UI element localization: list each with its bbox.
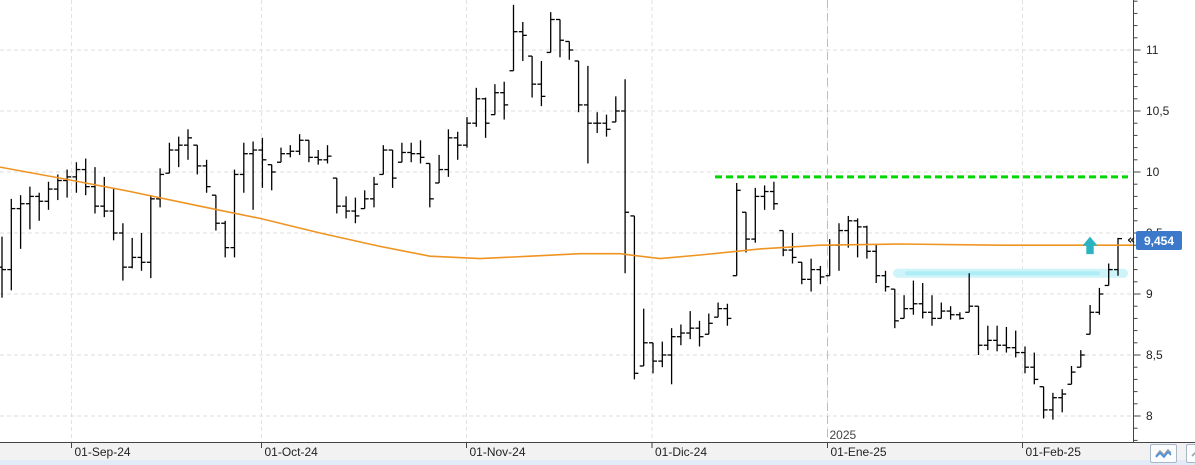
ma-line xyxy=(0,166,1133,260)
zigzag-lines-icon xyxy=(1155,448,1172,459)
svg-text:10,5: 10,5 xyxy=(1146,104,1170,118)
svg-text:01-Dic-24: 01-Dic-24 xyxy=(655,445,707,459)
last-price-tag: « 9,454 xyxy=(1127,231,1182,250)
x-axis: 01-Sep-24 01-Oct-24 01-Nov-24 01-Dic-24 01-E… xyxy=(0,442,1195,459)
svg-text:01-Ene-25: 01-Ene-25 xyxy=(831,445,887,459)
svg-text:8: 8 xyxy=(1146,409,1153,423)
year-label: 2025 xyxy=(830,428,857,442)
svg-text:2025: 2025 xyxy=(830,428,857,442)
svg-text:01-Feb-25: 01-Feb-25 xyxy=(1026,445,1082,459)
price-tag-arrow-icon: « xyxy=(1127,233,1136,248)
ohlc-bars xyxy=(0,4,1122,420)
svg-text:01-Nov-24: 01-Nov-24 xyxy=(470,445,526,459)
clipped-button-icon xyxy=(1191,451,1195,457)
x-axis-label-band xyxy=(0,443,1195,465)
svg-text:10: 10 xyxy=(1146,165,1160,179)
chart-style-button[interactable] xyxy=(1150,444,1177,463)
price-gridlines xyxy=(0,49,1133,417)
support-band xyxy=(893,268,1128,278)
bottom-ribbon xyxy=(0,460,1195,465)
svg-text:11: 11 xyxy=(1146,43,1159,57)
svg-text:01-Oct-24: 01-Oct-24 xyxy=(265,445,319,459)
price-tag-value: 9,454 xyxy=(1143,233,1175,248)
buy-signal-arrow-icon xyxy=(1082,236,1098,255)
clipped-toolbar-button[interactable] xyxy=(1186,444,1195,463)
svg-text:01-Sep-24: 01-Sep-24 xyxy=(75,445,131,459)
svg-text:9: 9 xyxy=(1146,287,1153,301)
month-gridlines xyxy=(71,0,1023,442)
svg-text:8,5: 8,5 xyxy=(1146,348,1163,362)
